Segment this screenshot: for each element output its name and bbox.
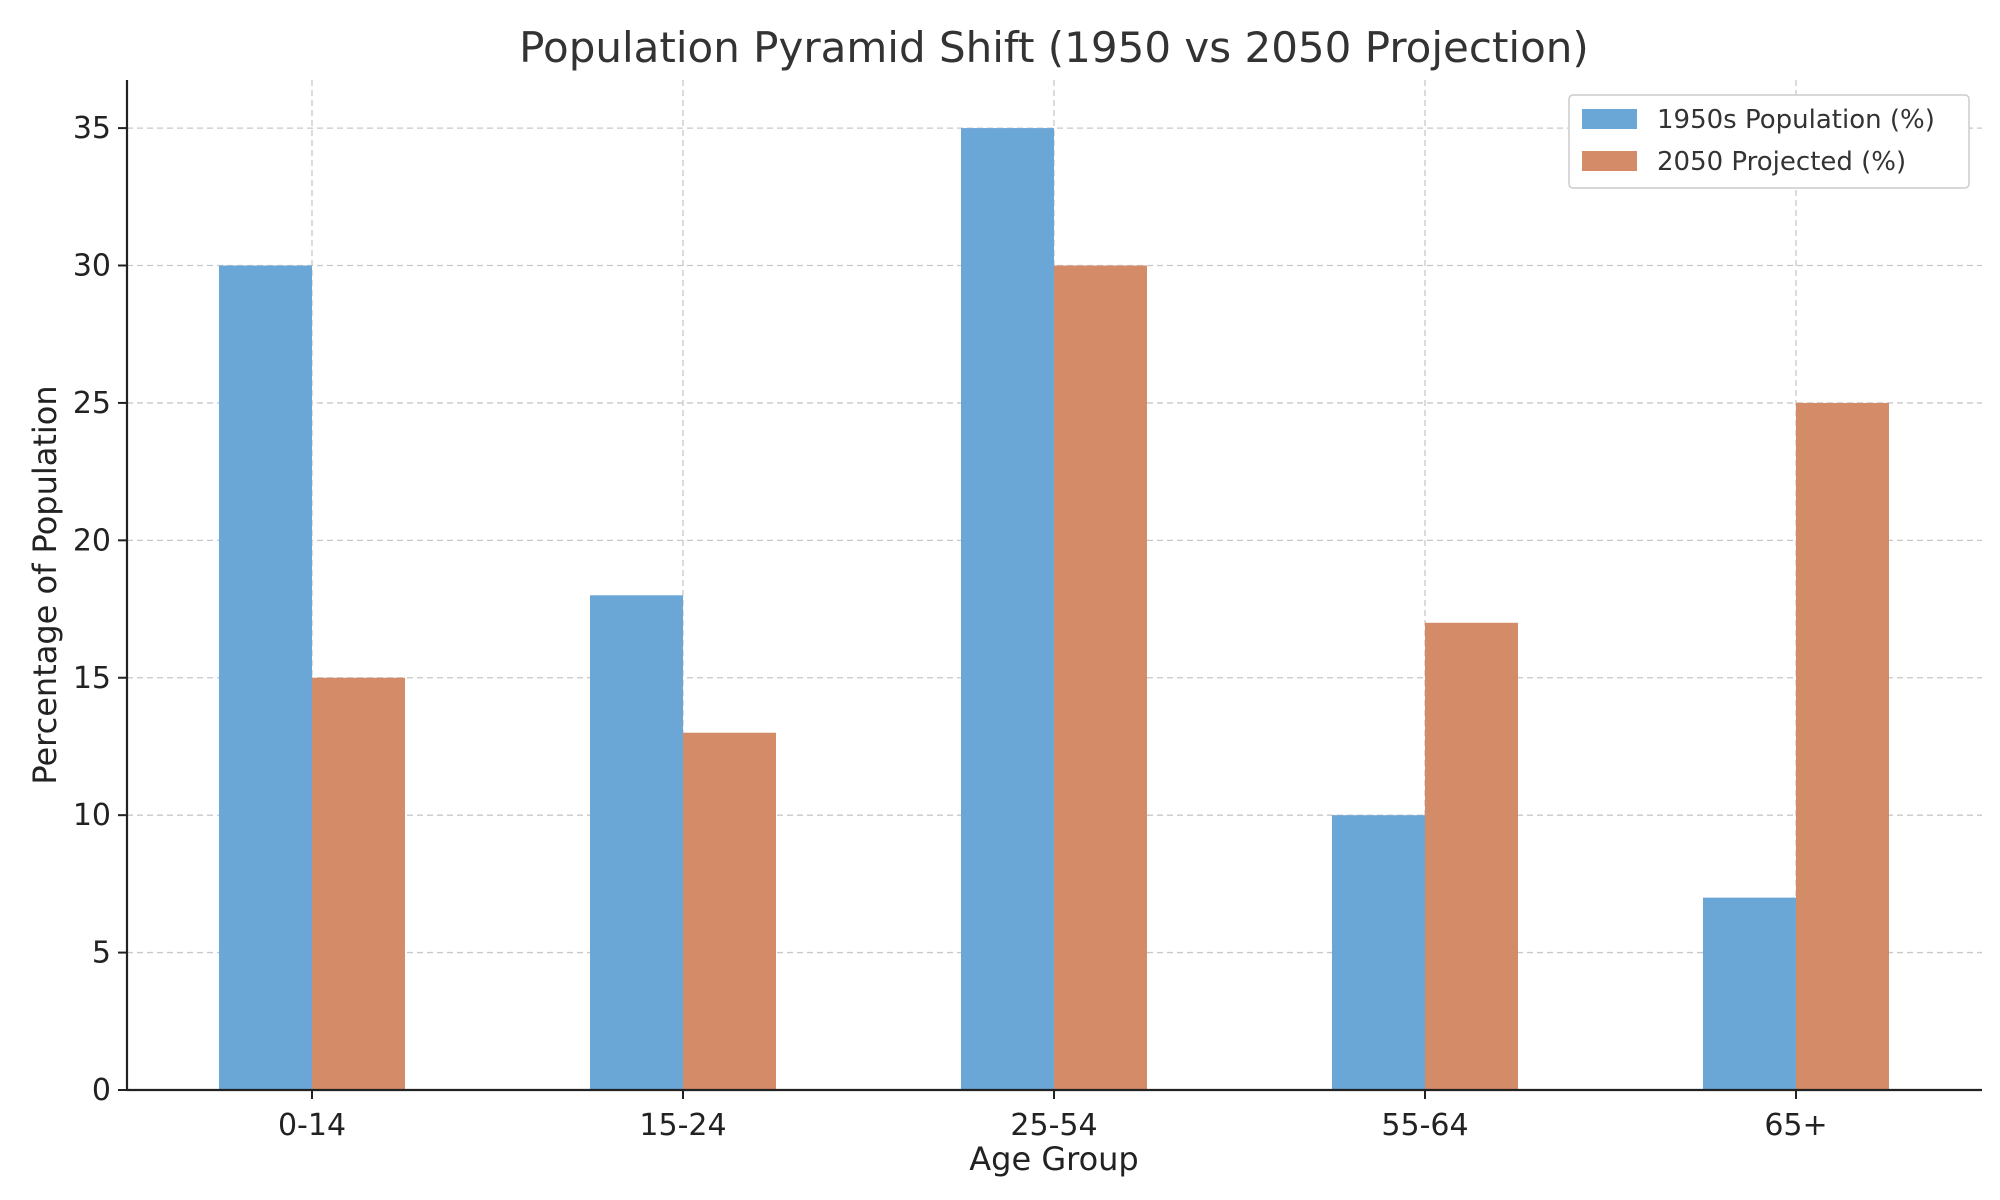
bar-2050-65+ xyxy=(1796,402,1889,1090)
y-tick-label: 35 xyxy=(73,111,111,146)
x-axis-label: Age Group xyxy=(969,1140,1138,1178)
bar-1950-0-14 xyxy=(219,265,312,1090)
legend-box xyxy=(1568,94,1970,189)
legend-swatch-2050 xyxy=(1582,151,1637,171)
y-tick-label: 10 xyxy=(73,798,111,833)
y-tick-label: 25 xyxy=(73,386,111,421)
legend-label-1950: 1950s Population (%) xyxy=(1657,105,1935,135)
y-axis-label: Percentage of Population xyxy=(26,385,64,784)
x-tick-label: 0-14 xyxy=(278,1108,346,1143)
x-tick-label: 55-64 xyxy=(1381,1108,1468,1143)
bar-1950-25-54 xyxy=(961,128,1054,1091)
bars xyxy=(219,128,1889,1091)
y-tick-label: 5 xyxy=(92,936,111,971)
legend-swatch-1950 xyxy=(1582,109,1637,129)
chart-title: Population Pyramid Shift (1950 vs 2050 P… xyxy=(519,23,1589,72)
x-tick-label: 65+ xyxy=(1764,1108,1827,1143)
bar-1950-65+ xyxy=(1703,897,1796,1090)
bar-2050-55-64 xyxy=(1425,622,1518,1090)
y-tick-label: 0 xyxy=(92,1073,111,1108)
y-tick-label: 30 xyxy=(73,249,111,284)
legend: 1950s Population (%) 2050 Projected (%) xyxy=(1568,94,1970,189)
legend-label-2050: 2050 Projected (%) xyxy=(1657,147,1906,177)
bar-1950-15-24 xyxy=(590,595,683,1090)
y-tick-label: 15 xyxy=(73,661,111,696)
x-tick-label: 15-24 xyxy=(639,1108,726,1143)
bar-2050-0-14 xyxy=(312,677,405,1090)
tick-labels: 0 5 10 15 20 25 30 35 0-14 15-24 25-54 55-64 65+ xyxy=(73,111,1828,1143)
bar-1950-55-64 xyxy=(1332,815,1425,1090)
bar-2050-15-24 xyxy=(683,732,776,1090)
y-tick-label: 20 xyxy=(73,523,111,558)
bar-2050-25-54 xyxy=(1054,265,1147,1090)
x-tick-label: 25-54 xyxy=(1010,1108,1097,1143)
